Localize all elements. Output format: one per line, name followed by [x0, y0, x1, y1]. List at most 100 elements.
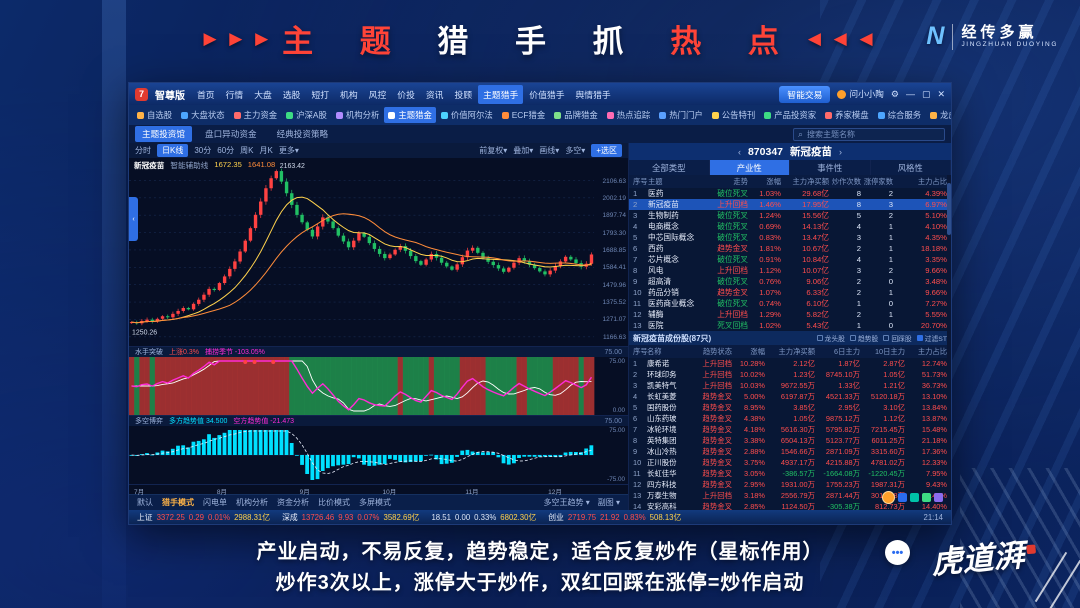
indicator2-chart[interactable]: 75.00 -75.00 — [129, 426, 628, 484]
mascot-icon[interactable] — [882, 491, 895, 504]
chart-tool-多空▾[interactable]: 多空▾ — [565, 146, 586, 155]
period-tab-分时[interactable]: 分时 — [135, 146, 151, 155]
mode-dropdown[interactable]: 多空王趋势 ▾ — [543, 498, 590, 507]
column-header-涨停家数[interactable]: 涨停家数 — [863, 176, 893, 186]
mode-tab-资金分析[interactable]: 资金分析 — [277, 498, 309, 507]
nav-item-自选股[interactable]: 自选股 — [133, 107, 176, 123]
main-tab-机构[interactable]: 机构 — [340, 89, 358, 100]
hunter-tab-主题猎手[interactable]: 主题猎手 — [478, 84, 524, 104]
theme-row-新冠疫苗[interactable]: 2 新冠疫苗 上升回档 1.46% 17.95亿 8 3 6.97% — [629, 199, 951, 210]
index-group-上证[interactable]: 上证 3372.25 0.29 0.01% 2988.31亿 — [137, 512, 271, 522]
panel-toggle[interactable]: ‹ — [129, 197, 138, 241]
index-group[interactable]: 18.51 0.00 0.33% 6802.30亿 — [431, 512, 537, 522]
main-tab-价投[interactable]: 价投 — [397, 89, 415, 100]
settings-icon[interactable]: ⚙ — [890, 88, 899, 99]
kline-chart[interactable]: 2163.42 1250.26 2106.63 2002.19 1897.74 1793… — [129, 158, 628, 346]
column-header-炒作次数[interactable]: 炒作次数 — [831, 176, 861, 186]
mode-tab-默认[interactable]: 默认 — [137, 498, 153, 507]
period-tab-30分[interactable]: 30分 — [194, 146, 212, 155]
nav-item-价值阿尔法[interactable]: 价值阿尔法 — [437, 107, 497, 123]
nav-item-综合服务[interactable]: 综合服务 — [874, 107, 926, 123]
stock-row-安彩高科[interactable]: 14 安彩高科 趋势金叉 2.85% 1124.50万 -305.38万 812.73万 14… — [633, 502, 947, 510]
chart-tool-画线▾[interactable]: 画线▾ — [539, 146, 560, 155]
type-tab-风格性[interactable]: 风格性 — [871, 160, 951, 175]
scrollbar-thumb[interactable] — [947, 183, 951, 235]
mode-tab-猎手模式[interactable]: 猎手模式 — [162, 498, 194, 507]
theme-row-电商概念[interactable]: 4 电商概念 破位死叉 0.69% 14.13亿 4 1 4.10% — [633, 222, 947, 231]
theme-row-生物制药[interactable]: 3 生物制药 破位死叉 1.24% 15.56亿 5 2 5.10% — [633, 211, 947, 220]
column-header-10日主力[interactable]: 10日主力 — [874, 346, 905, 356]
theme-row-中芯国际概念[interactable]: 5 中芯国际概念 破位死叉 0.83% 13.47亿 3 1 4.35% — [633, 233, 947, 242]
nav-item-品牌猎金[interactable]: 品牌猎金 — [550, 107, 602, 123]
theme-row-医院[interactable]: 13 医院 死叉回档 1.02% 5.43亿 1 0 20.70% — [633, 321, 947, 330]
main-tab-风控[interactable]: 风控 — [368, 89, 387, 100]
nav-item-主题猎金[interactable]: 主题猎金 — [384, 107, 436, 123]
chart-tool-前复权▾[interactable]: 前复权▾ — [479, 146, 508, 155]
stock-row-康希诺[interactable]: 1 康希诺 上升回档 10.28% 2.12亿 1.87亿 2.87亿 12.74% — [633, 359, 947, 368]
mode-tab-机构分析[interactable]: 机构分析 — [236, 498, 268, 507]
share-icon-2[interactable] — [910, 493, 919, 502]
prev-stock-arrow[interactable]: ‹ — [737, 146, 741, 157]
main-tab-短打[interactable]: 短打 — [311, 89, 330, 100]
stock-row-凯美特气[interactable]: 3 凯美特气 上升回档 10.03% 9672.55万 1.33亿 1.21亿 36.73% — [633, 381, 947, 390]
column-header-主题[interactable]: 主题 — [648, 176, 663, 186]
column-header-名称[interactable]: 名称 — [647, 346, 662, 356]
period-tab-周K[interactable]: 周K — [240, 146, 254, 155]
type-tab-事件性[interactable]: 事件性 — [790, 160, 871, 175]
maximize-icon[interactable]: ▢ — [921, 88, 931, 99]
column-header-序号[interactable]: 序号 — [633, 176, 648, 186]
add-zone-button[interactable]: +选区 — [591, 144, 622, 157]
column-header-6日主力[interactable]: 6日主力 — [834, 346, 860, 356]
sub-nav-chip-盘口异动资金[interactable]: 盘口异动资金 — [204, 129, 257, 139]
close-icon[interactable]: ✕ — [937, 88, 945, 99]
column-header-走势[interactable]: 走势 — [733, 176, 748, 186]
mode-tab-闪电单[interactable]: 闪电单 — [203, 498, 227, 507]
hunter-tab-价值猎手[interactable]: 价值猎手 — [529, 89, 565, 100]
main-tab-投顾[interactable]: 投顾 — [454, 89, 473, 100]
stock-row-山东药玻[interactable]: 6 山东药玻 趋势金叉 4.38% 1.05亿 9875.12万 1.12亿 13.87% — [633, 414, 947, 423]
chart-tool-叠加▾[interactable]: 叠加▾ — [513, 146, 534, 155]
nav-item-养家模盘[interactable]: 养家模盘 — [821, 107, 873, 123]
theme-row-超高清[interactable]: 9 超高清 破位死叉 0.76% 9.06亿 2 0 3.48% — [633, 277, 947, 286]
minimize-icon[interactable]: — — [905, 89, 915, 99]
filter-过滤ST[interactable]: 过滤ST — [916, 333, 947, 343]
main-tab-首页[interactable]: 首页 — [197, 89, 215, 100]
filter-趋势股[interactable]: 趋势股 — [849, 333, 878, 343]
indicator1-chart[interactable]: 75.00 0.00 — [129, 357, 628, 415]
theme-row-辅酶[interactable]: 12 辅酶 上升回档 1.29% 5.82亿 2 1 5.55% — [633, 310, 947, 319]
stock-row-长虹美菱[interactable]: 4 长虹美菱 趋势金叉 5.00% 6197.87万 4521.33万 5120.18万 13… — [633, 392, 947, 401]
nav-item-产品投资家[interactable]: 产品投资家 — [760, 107, 820, 123]
stock-row-国药股份[interactable]: 5 国药股份 趋势金叉 8.95% 3.85亿 2.95亿 3.10亿 13.84% — [633, 403, 947, 412]
period-tab-日K线[interactable]: 日K线 — [157, 144, 189, 157]
stock-row-四方科技[interactable]: 12 四方科技 趋势金叉 2.95% 1931.00万 1755.23万 1987.31万 9… — [633, 480, 947, 489]
scrollbar-track[interactable] — [947, 175, 951, 510]
period-tab-月K[interactable]: 月K — [259, 146, 273, 155]
column-header-主力净买额[interactable]: 主力净买额 — [792, 176, 829, 186]
main-tab-行情[interactable]: 行情 — [225, 89, 244, 100]
nav-item-机构分析[interactable]: 机构分析 — [332, 107, 384, 123]
nav-item-大盘状态[interactable]: 大盘状态 — [177, 107, 229, 123]
nav-item-主力资金[interactable]: 主力资金 — [230, 107, 282, 123]
theme-row-芯片概念[interactable]: 7 芯片概念 破位死叉 0.91% 10.84亿 4 1 3.35% — [633, 255, 947, 264]
theme-row-西药[interactable]: 6 西药 趋势金叉 1.81% 10.67亿 2 1 18.18% — [633, 244, 947, 253]
nav-item-热门门户[interactable]: 热门门户 — [655, 107, 707, 123]
main-tab-资讯[interactable]: 资讯 — [425, 89, 444, 100]
share-icon-3[interactable] — [922, 493, 931, 502]
smart-trade-button[interactable]: 智能交易 — [779, 85, 831, 103]
nav-item-ECF猎金[interactable]: ECF猎金 — [498, 107, 550, 123]
type-tab-全部类型[interactable]: 全部类型 — [629, 160, 710, 175]
column-header-趋势状态[interactable]: 趋势状态 — [702, 346, 732, 356]
nav-item-热点追踪[interactable]: 热点追踪 — [603, 107, 655, 123]
stock-row-环球印务[interactable]: 2 环球印务 上升回档 10.02% 1.23亿 8745.10万 1.05亿 51.73% — [633, 370, 947, 379]
hunter-tab-舆情猎手[interactable]: 舆情猎手 — [575, 89, 611, 100]
period-tab-更多▾[interactable]: 更多▾ — [278, 146, 299, 155]
theme-row-医药[interactable]: 1 医药 破位死叉 1.03% 29.68亿 8 2 4.39% — [633, 189, 947, 198]
stock-row-冰山冷热[interactable]: 9 冰山冷热 趋势金叉 2.88% 1546.66万 2871.09万 3315.60万 17… — [633, 447, 947, 456]
column-header-主力占比[interactable]: 主力占比 — [917, 176, 947, 186]
stock-row-冰轮环境[interactable]: 7 冰轮环境 趋势金叉 4.18% 5616.30万 5795.82万 7215.45万 15… — [633, 425, 947, 434]
column-header-涨幅[interactable]: 涨幅 — [750, 346, 765, 356]
share-icon-4[interactable] — [934, 493, 943, 502]
filter-回踩股[interactable]: 回踩股 — [883, 333, 912, 343]
index-group-创业[interactable]: 创业 2719.75 21.92 0.83% 508.13亿 — [548, 512, 682, 522]
share-icon-1[interactable] — [898, 493, 907, 502]
